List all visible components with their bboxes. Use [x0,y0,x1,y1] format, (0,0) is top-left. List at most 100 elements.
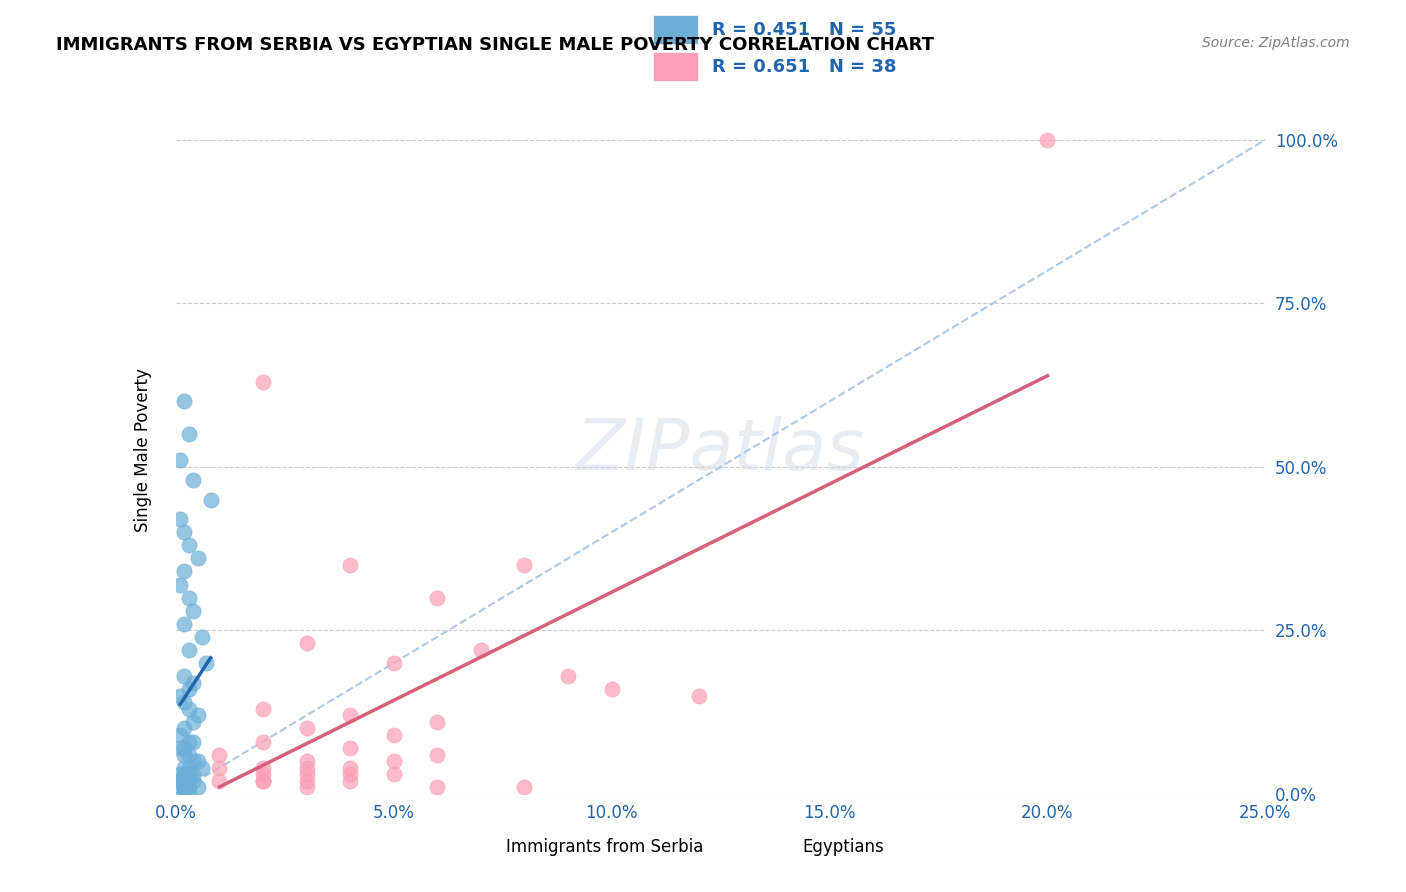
Point [339,741,361,756]
Point [177,591,200,605]
Point [295,767,318,781]
Point [1036,133,1059,147]
Point [295,754,318,768]
Point [470,643,492,657]
Point [200,492,222,507]
Point [169,773,191,788]
Point [169,780,191,795]
Point [339,708,361,723]
Point [426,747,449,762]
Point [339,761,361,775]
Text: Immigrants from Serbia: Immigrants from Serbia [506,838,703,856]
Point [181,714,204,729]
Point [173,722,195,736]
Point [382,728,405,742]
Point [688,689,710,703]
Point [173,787,195,801]
Point [177,682,200,697]
Point [173,767,195,781]
Point [600,682,623,697]
Text: Egyptians: Egyptians [803,838,884,856]
Point [426,714,449,729]
FancyBboxPatch shape [654,53,699,81]
Point [173,616,195,631]
Point [252,773,274,788]
Point [557,669,579,683]
Point [252,734,274,748]
Point [177,734,200,748]
Point [173,525,195,540]
Point [177,427,200,442]
Point [173,780,195,795]
Point [173,773,195,788]
Point [177,780,200,795]
Point [173,761,195,775]
Point [252,761,274,775]
Point [169,577,191,591]
Point [191,630,214,644]
Text: R = 0.451   N = 55: R = 0.451 N = 55 [711,21,896,38]
Point [169,689,191,703]
Point [252,702,274,716]
Point [177,767,200,781]
Point [295,780,318,795]
Point [382,754,405,768]
Text: Source: ZipAtlas.com: Source: ZipAtlas.com [1202,36,1350,50]
Point [295,761,318,775]
Point [208,761,231,775]
Point [177,702,200,716]
Point [169,728,191,742]
Point [513,558,536,572]
Point [173,780,195,795]
Text: ZIPatlas: ZIPatlas [576,416,865,485]
Point [169,512,191,526]
Point [177,773,200,788]
Text: R = 0.651   N = 38: R = 0.651 N = 38 [711,58,896,76]
Point [173,565,195,579]
Point [169,741,191,756]
Point [181,675,204,690]
Point [181,734,204,748]
Point [177,761,200,775]
Point [169,453,191,467]
Point [382,767,405,781]
Point [339,773,361,788]
Point [295,722,318,736]
Point [186,708,209,723]
Point [382,656,405,670]
Point [181,473,204,487]
Point [181,754,204,768]
Point [295,773,318,788]
Point [186,780,209,795]
Point [252,375,274,389]
Point [177,787,200,801]
Point [173,695,195,709]
FancyBboxPatch shape [654,15,699,45]
Point [177,747,200,762]
Point [169,773,191,788]
Point [173,741,195,756]
Point [208,747,231,762]
Point [339,558,361,572]
Point [186,754,209,768]
Point [208,773,231,788]
Point [181,767,204,781]
Text: IMMIGRANTS FROM SERBIA VS EGYPTIAN SINGLE MALE POVERTY CORRELATION CHART: IMMIGRANTS FROM SERBIA VS EGYPTIAN SINGL… [56,36,934,54]
Point [195,656,218,670]
Point [513,780,536,795]
Point [186,551,209,566]
Y-axis label: Single Male Poverty: Single Male Poverty [134,368,152,533]
Point [177,643,200,657]
Point [181,773,204,788]
Point [173,394,195,409]
Point [339,767,361,781]
Point [177,538,200,552]
Point [252,773,274,788]
Point [169,767,191,781]
Point [181,604,204,618]
Point [191,761,214,775]
Point [173,773,195,788]
Point [173,669,195,683]
Point [173,747,195,762]
Point [426,591,449,605]
